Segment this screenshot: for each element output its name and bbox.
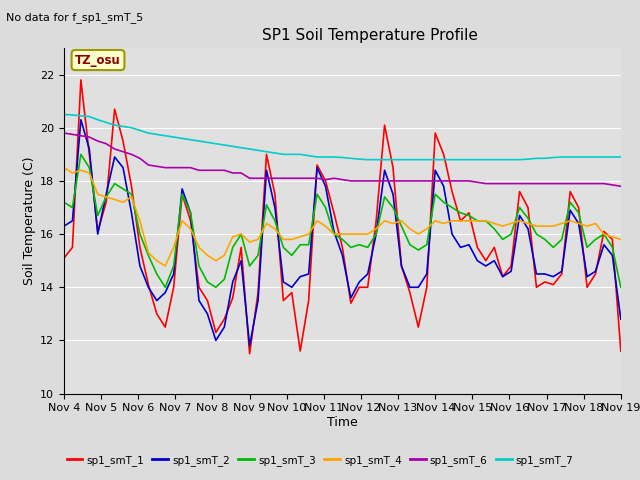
Legend: sp1_smT_1, sp1_smT_2, sp1_smT_3, sp1_smT_4, sp1_smT_6, sp1_smT_7: sp1_smT_1, sp1_smT_2, sp1_smT_3, sp1_smT… (62, 451, 578, 470)
X-axis label: Time: Time (327, 416, 358, 429)
Y-axis label: Soil Temperature (C): Soil Temperature (C) (23, 156, 36, 285)
Text: TZ_osu: TZ_osu (75, 54, 121, 67)
Text: No data for f_sp1_smT_5: No data for f_sp1_smT_5 (6, 12, 143, 23)
Title: SP1 Soil Temperature Profile: SP1 Soil Temperature Profile (262, 28, 478, 43)
